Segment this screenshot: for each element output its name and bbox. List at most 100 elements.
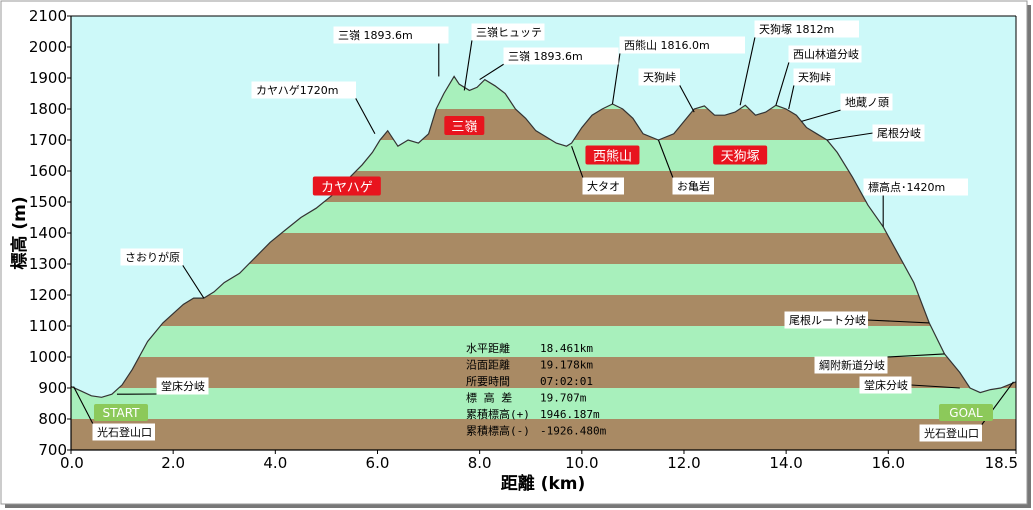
x-tick-label: 14.0 — [769, 454, 802, 472]
stat-label: 標 高 差 — [466, 391, 512, 405]
peak-label: カヤハゲ — [321, 181, 373, 196]
annotation-box — [859, 376, 912, 394]
annotation-leader — [788, 84, 795, 110]
annotation-leader — [910, 384, 960, 389]
annotation-box — [92, 423, 155, 441]
annotation-leader — [355, 97, 376, 135]
annotation-box — [788, 45, 862, 63]
peak-label-box — [312, 176, 381, 196]
annotation-leader — [657, 139, 674, 179]
stat-label: 累積標高(-) — [466, 424, 530, 438]
x-tick-label: 18.5 — [985, 454, 1018, 472]
y-tick-label: 1200 — [29, 286, 67, 304]
annotation-leader — [611, 52, 621, 105]
y-tick-label: 1700 — [29, 131, 67, 149]
annotation-leader — [479, 63, 505, 81]
annotation-label: 三嶺ヒュッテ — [476, 26, 542, 39]
route-stats: 水平距離 18.461km 沿面距離 19.178km 所要時間 07:02:01 標 高 … — [466, 341, 607, 438]
x-tick-label: 2.0 — [161, 454, 185, 472]
annotation-label: 三嶺 1893.6m — [508, 50, 583, 63]
y-tick-label: 800 — [38, 410, 67, 428]
annotation-leader — [73, 386, 94, 425]
annotation-label: 光石登山口 — [97, 425, 152, 439]
y-tick-label: 700 — [38, 441, 67, 459]
route-badge — [939, 404, 993, 421]
y-tick-label: 1300 — [29, 255, 67, 273]
elevation-band — [71, 419, 1016, 450]
annotation-box — [503, 47, 619, 65]
y-tick-label: 1400 — [29, 224, 67, 242]
stat-label: 累積標高(+) — [466, 407, 530, 421]
annotation-label: カヤハゲ1720m — [256, 84, 339, 97]
peak-label: 西熊山 — [593, 149, 632, 165]
y-tick-label: 2100 — [29, 7, 67, 25]
stat-value: 1946.187m — [540, 408, 600, 421]
annotation-label: 大タオ — [587, 179, 620, 193]
annotation-leader — [463, 39, 473, 91]
y-tick-label: 1000 — [29, 348, 67, 366]
stat-value: -1926.480m — [540, 425, 607, 438]
elevation-band — [71, 295, 1016, 326]
stat-label: 水平距離 — [466, 341, 510, 355]
annotation-box — [672, 177, 714, 195]
annotation-box — [872, 124, 925, 142]
y-tick-label: 1900 — [29, 69, 67, 87]
annotation-leader — [801, 109, 842, 122]
annotation-leader — [739, 36, 756, 106]
annotation-leader — [867, 319, 930, 324]
elevation-band — [71, 326, 1016, 357]
annotation-leader — [826, 132, 874, 141]
annotation-box — [863, 178, 968, 196]
annotation-leader — [679, 84, 695, 113]
annotation-leader — [571, 146, 584, 179]
annotation-label: 綱附新道分岐 — [819, 358, 885, 372]
x-tick-label: 12.0 — [667, 454, 700, 472]
y-axis-title: 標高 (m) — [9, 196, 30, 269]
y-tick-label: 1500 — [29, 193, 67, 211]
x-tick-label: 4.0 — [263, 454, 287, 472]
annotation-box — [333, 26, 449, 44]
annotation-leader — [775, 61, 790, 106]
annotation-label: 堂床分岐 — [864, 378, 908, 392]
annotation-box — [814, 356, 888, 374]
annotation-box — [251, 81, 356, 99]
x-tick-label: 8.0 — [468, 454, 492, 472]
annotation-label: 地蔵ノ頭 — [845, 96, 889, 109]
y-tick-label: 1600 — [29, 162, 67, 180]
annotation-label: 天狗峠 — [798, 70, 831, 84]
y-tick-label: 1100 — [29, 317, 67, 335]
start-goal-badges: START GOAL — [94, 404, 993, 421]
stat-value: 19.707m — [540, 392, 587, 405]
annotation-box — [471, 23, 545, 41]
annotation-label: 西熊山 1816.0m — [624, 38, 710, 52]
annotation-leader — [886, 353, 945, 358]
annotation-label: 三嶺 1893.6m — [338, 29, 413, 42]
x-tick-labels: 0.0 2.0 4.0 6.0 8.0 10.0 12.0 14.0 16.0 18.5 — [60, 450, 1018, 472]
annotation-box — [784, 311, 868, 329]
stat-value: 07:02:01 — [540, 375, 593, 388]
annotation-label: 尾根分岐 — [877, 126, 921, 140]
route-badge-label: GOAL — [949, 406, 983, 420]
peak-label-box — [444, 116, 485, 136]
annotation-label: 天狗峠 — [643, 70, 676, 84]
x-axis-title: 距離 (km) — [501, 473, 585, 494]
x-tick-label: 16.0 — [872, 454, 905, 472]
x-tick-label: 6.0 — [366, 454, 390, 472]
annotation-leader — [182, 264, 205, 299]
stat-label: 沿面距離 — [466, 358, 510, 372]
annotation-label: 天狗塚 1812m — [759, 23, 834, 36]
annotation-label: 標高点･1420m — [868, 180, 945, 194]
annotation-label: 光石登山口 — [924, 426, 979, 440]
annotation-box — [793, 68, 835, 86]
annotation-box — [638, 68, 680, 86]
y-tick-label: 2000 — [29, 38, 67, 56]
stat-value: 19.178km — [540, 359, 593, 372]
x-tick-label: 0.0 — [60, 454, 84, 472]
peak-label: 天狗塚 — [721, 150, 760, 165]
annotation-box — [582, 177, 624, 195]
annotation-label: お亀岩 — [677, 179, 710, 193]
annotation-box — [120, 248, 183, 266]
